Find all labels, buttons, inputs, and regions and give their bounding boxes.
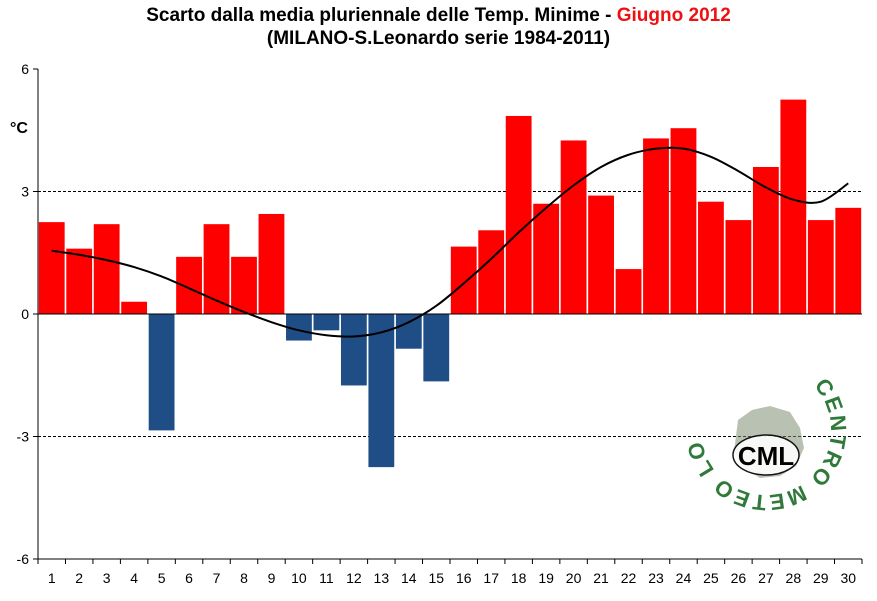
- title-line-1: Scarto dalla media pluriennale delle Tem…: [0, 4, 877, 27]
- x-tick-label: 7: [213, 570, 221, 586]
- grid-lines: [38, 191, 862, 437]
- bar: [450, 246, 477, 314]
- bars-group: [38, 99, 862, 468]
- bar: [560, 140, 587, 314]
- bar: [643, 138, 669, 314]
- x-tick-label: 17: [483, 570, 499, 586]
- y-tick-labels: -6 -3 0 3 6: [17, 61, 30, 567]
- axes-group: [33, 68, 863, 564]
- bar: [423, 314, 450, 382]
- logo-center-text: CML: [738, 441, 794, 471]
- x-tick-label: 8: [240, 570, 248, 586]
- x-tick-label: 12: [346, 570, 362, 586]
- title-highlight: Giugno 2012: [616, 5, 731, 26]
- x-tick-label: 18: [511, 570, 527, 586]
- x-tick-label: 9: [268, 570, 276, 586]
- x-tick-label: 1: [48, 570, 56, 586]
- y-tick-label: 6: [21, 61, 29, 77]
- x-tick-label: 20: [566, 570, 582, 586]
- x-tick-label: 22: [621, 570, 637, 586]
- bar: [148, 314, 175, 431]
- chart-title: Scarto dalla media pluriennale delle Tem…: [0, 4, 877, 50]
- x-tick-label: 25: [703, 570, 719, 586]
- bar: [93, 224, 120, 314]
- y-axis-unit-label: °C: [10, 120, 28, 137]
- x-tick-label: 16: [456, 570, 472, 586]
- x-tick-label: 5: [158, 570, 166, 586]
- y-tick-label: 0: [21, 306, 29, 322]
- x-tick-labels: 1 2 3 4 5 6 7 8 9 10 11 12 13 14 15 16 17 18 19 20 21 22 23 24 2…: [48, 570, 856, 586]
- x-tick-label: 6: [185, 570, 193, 586]
- x-tick-label: 3: [103, 570, 111, 586]
- x-tick-label: 13: [374, 570, 390, 586]
- x-tick-label: 10: [291, 570, 307, 586]
- bar: [780, 99, 807, 314]
- y-tick-label: -6: [17, 551, 30, 567]
- bar: [340, 314, 367, 386]
- x-tick-label: 27: [758, 570, 774, 586]
- bar: [478, 230, 505, 314]
- bar: [176, 256, 202, 314]
- x-tick-label: 2: [75, 570, 83, 586]
- x-tick-label: 11: [319, 570, 334, 586]
- bar: [121, 301, 148, 314]
- x-tick-label: 14: [401, 570, 417, 586]
- bar: [807, 220, 834, 314]
- x-tick-label: 19: [538, 570, 554, 586]
- y-tick-label: -3: [17, 429, 30, 445]
- bar: [588, 195, 614, 314]
- bar: [258, 213, 285, 314]
- title-prefix: Scarto dalla media pluriennale delle Tem…: [146, 5, 617, 26]
- title-line-2: (MILANO-S.Leonardo serie 1984-2011): [266, 28, 611, 49]
- y-tick-label: 3: [21, 184, 29, 200]
- x-tick-label: 24: [676, 570, 692, 586]
- bar: [66, 248, 93, 314]
- bar: [203, 224, 230, 314]
- bar: [835, 207, 862, 314]
- bar: [533, 203, 560, 314]
- bar: [698, 201, 724, 314]
- bar: [395, 314, 422, 349]
- x-tick-label: 29: [813, 570, 829, 586]
- x-tick-label: 26: [731, 570, 747, 586]
- bar: [615, 269, 642, 314]
- bar: [231, 256, 257, 314]
- x-tick-label: 28: [786, 570, 802, 586]
- x-tick-label: 15: [428, 570, 444, 586]
- bar: [368, 314, 395, 468]
- bar: [505, 115, 532, 314]
- x-tick-label: 30: [840, 570, 856, 586]
- x-tick-label: 4: [130, 570, 138, 586]
- x-tick-label: 23: [648, 570, 664, 586]
- bar: [313, 314, 340, 331]
- bar: [38, 222, 65, 314]
- bar: [670, 128, 697, 314]
- trend-line: [51, 146, 849, 338]
- logo-center-ellipse: [732, 434, 800, 476]
- x-tick-label: 21: [593, 570, 609, 586]
- bar: [752, 167, 779, 314]
- bar: [725, 220, 752, 314]
